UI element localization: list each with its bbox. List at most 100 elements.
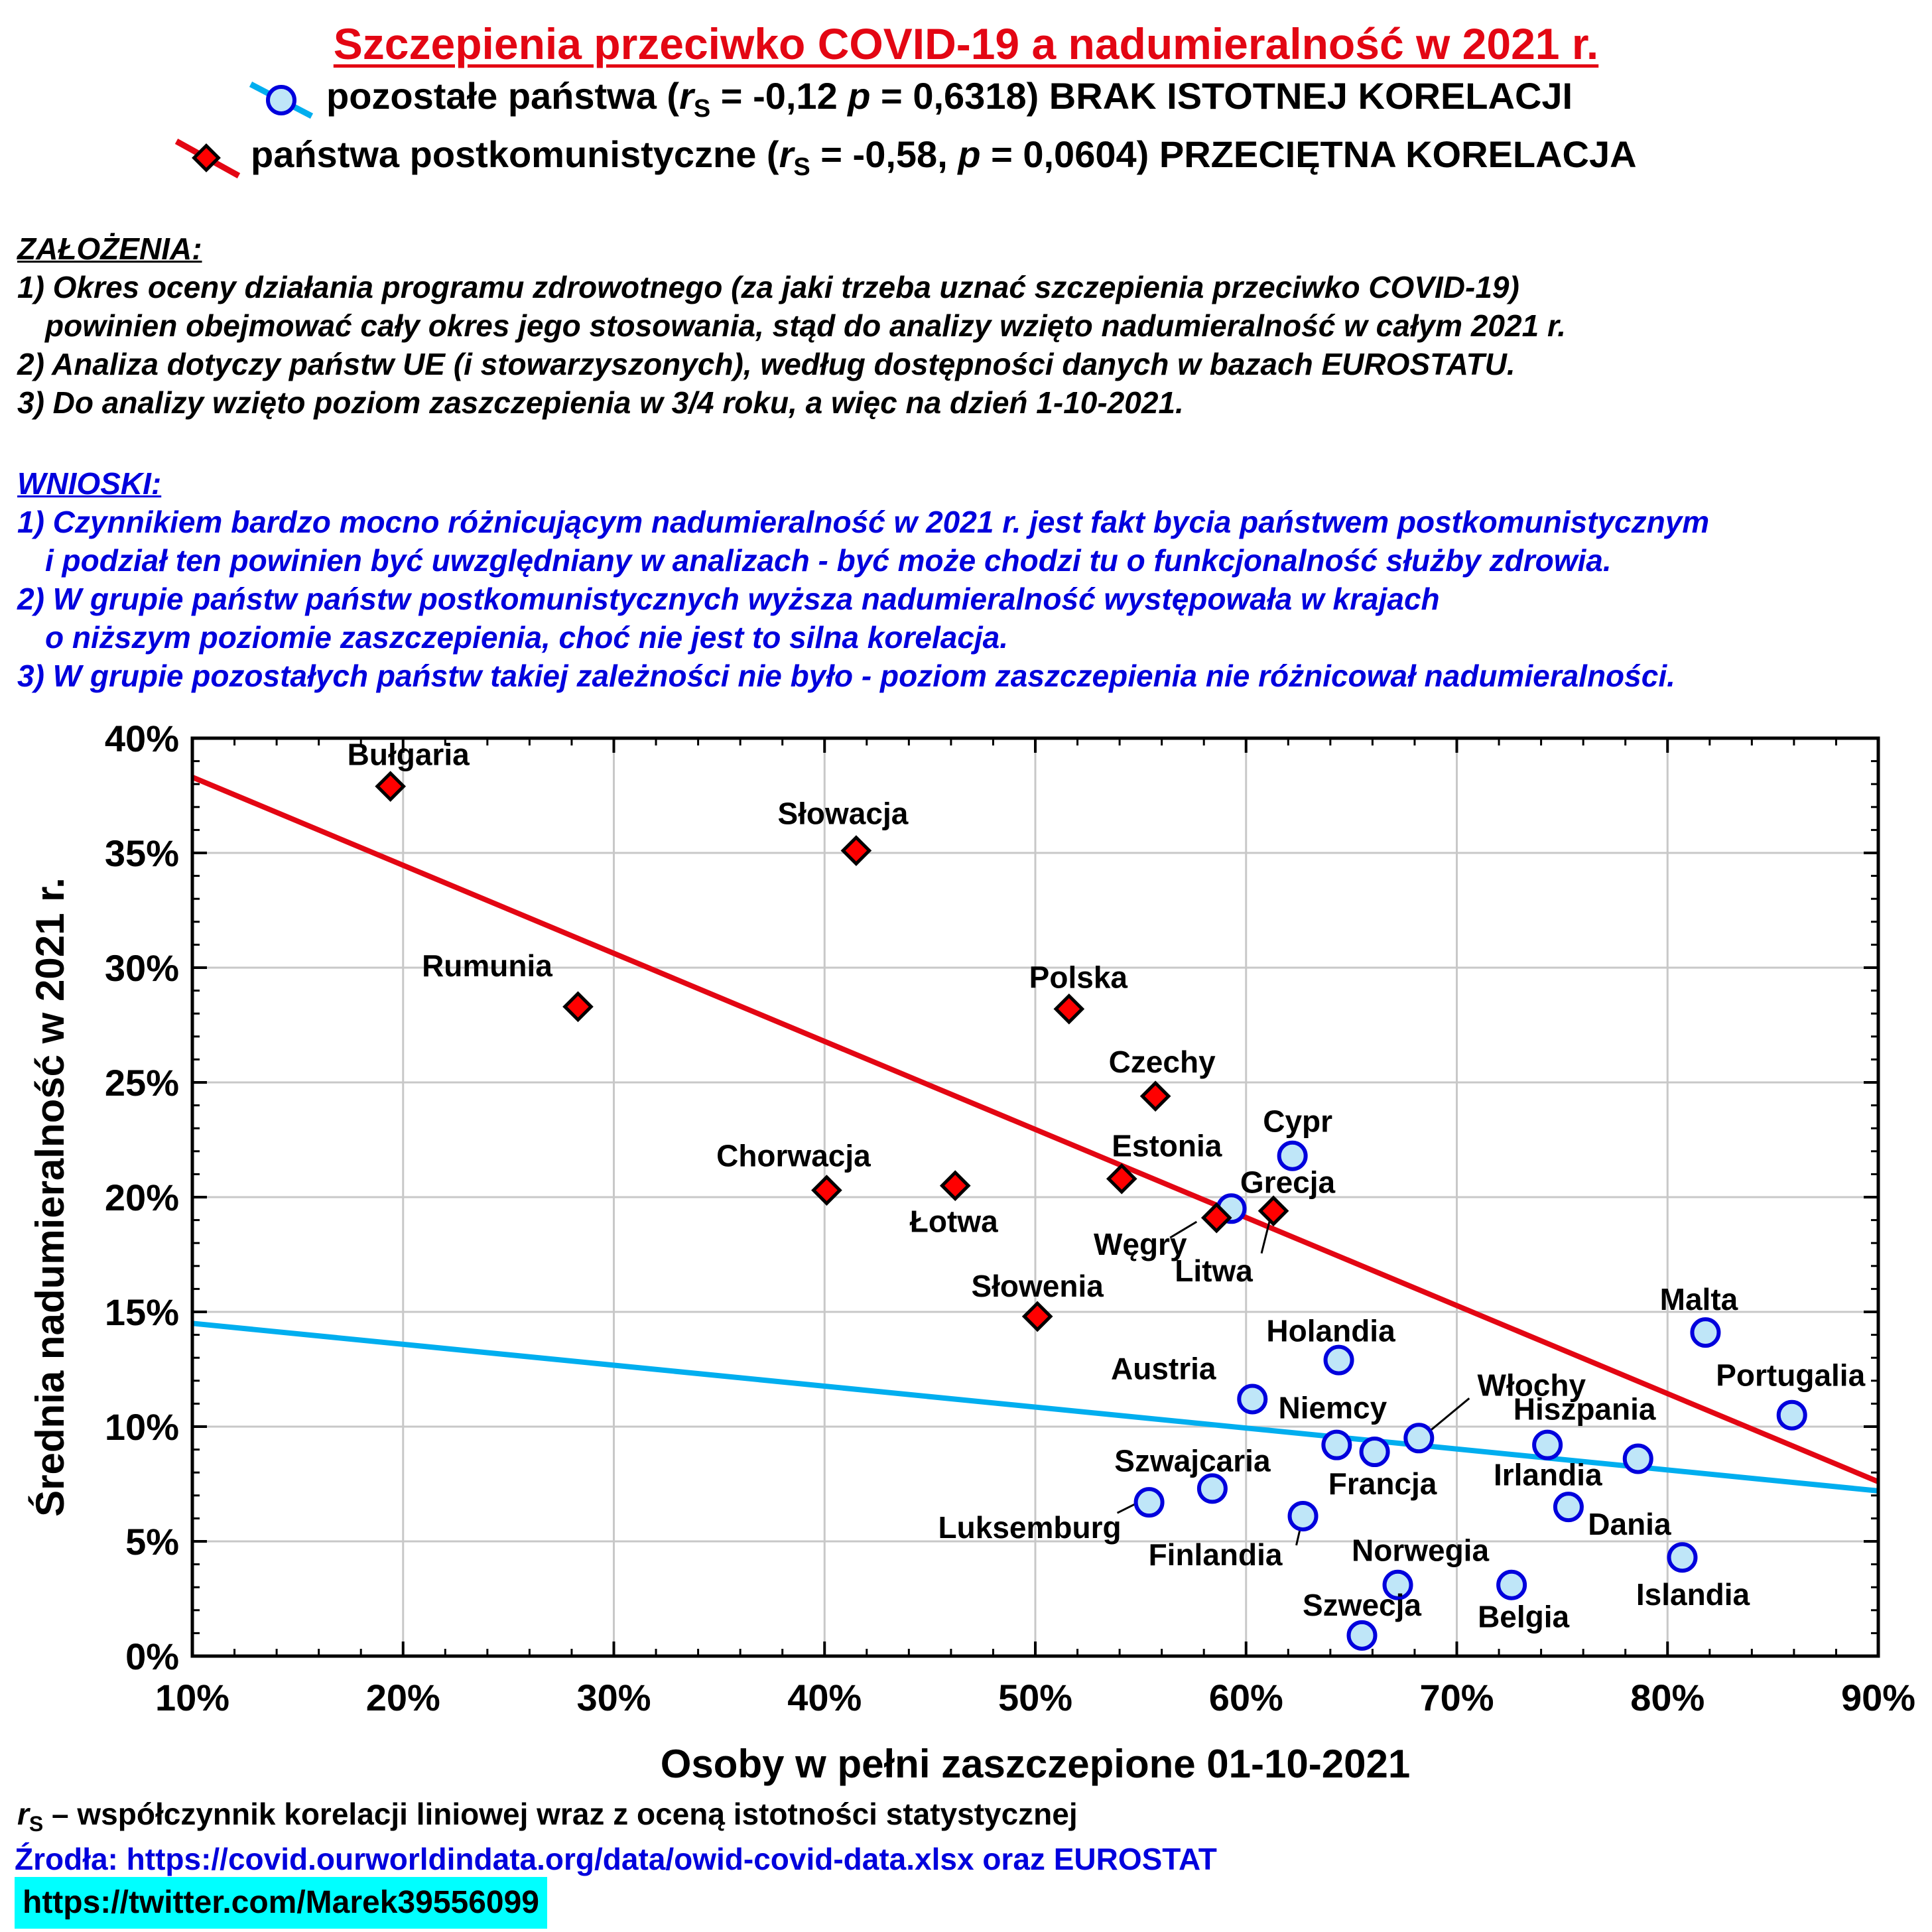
footnote-rs: rS – współczynnik korelacji liniowej wra… bbox=[17, 1797, 1078, 1836]
leader-luksemburg bbox=[1116, 1502, 1137, 1514]
point-słowacja bbox=[840, 835, 872, 866]
assumption-line: 2) Analiza dotyczy państw UE (i stowarzy… bbox=[17, 347, 1515, 381]
point-dania bbox=[1553, 1492, 1584, 1523]
point-finlandia bbox=[1287, 1500, 1319, 1531]
y-tick-label: 30% bbox=[105, 947, 179, 989]
assumptions-heading: ZAŁOŻENIA: bbox=[17, 231, 202, 266]
y-tick-label: 40% bbox=[105, 718, 179, 759]
point-węgry bbox=[1200, 1202, 1232, 1234]
y-tick-label: 10% bbox=[105, 1406, 179, 1448]
y-tick-label: 35% bbox=[105, 832, 179, 874]
label-hiszpania: Hiszpania bbox=[1513, 1392, 1656, 1427]
conclusion-line: 2) W grupie państw państw postkomunistyc… bbox=[17, 582, 1440, 616]
legend-diamond-marker bbox=[174, 139, 241, 178]
conclusion-line: o niższym poziomie zaszczepienia, choć n… bbox=[45, 620, 1009, 655]
point-włochy bbox=[1403, 1423, 1435, 1454]
chart-title: Szczepienia przeciwko COVID-19 a nadumie… bbox=[333, 19, 1599, 68]
point-belgia bbox=[1496, 1569, 1527, 1600]
plot-frame bbox=[190, 736, 1880, 1658]
chart-grid bbox=[192, 738, 1878, 1656]
assumption-line: 1) Okres oceny działania programu zdrowo… bbox=[17, 270, 1519, 304]
label-litwa: Litwa bbox=[1175, 1254, 1253, 1288]
point-portugalia bbox=[1776, 1399, 1807, 1431]
label-włochy: Włochy bbox=[1478, 1368, 1586, 1402]
label-portugalia: Portugalia bbox=[1716, 1358, 1865, 1393]
data-points bbox=[375, 771, 1807, 1651]
label-belgia: Belgia bbox=[1478, 1600, 1569, 1634]
point-rumunia bbox=[562, 991, 594, 1023]
label-łotwa: Łotwa bbox=[910, 1204, 998, 1239]
y-tick-label: 20% bbox=[105, 1177, 179, 1218]
label-polska: Polska bbox=[1029, 960, 1128, 994]
trend-line-postcommunist bbox=[191, 775, 1880, 1484]
x-tick-label: 50% bbox=[998, 1677, 1072, 1718]
label-holandia: Holandia bbox=[1266, 1314, 1395, 1348]
x-tick-label: 20% bbox=[366, 1677, 440, 1718]
point-luksemburg bbox=[1133, 1487, 1165, 1518]
point-estonia bbox=[1106, 1163, 1137, 1194]
point-austria bbox=[1237, 1384, 1268, 1415]
point-norwegia bbox=[1382, 1569, 1413, 1600]
y-tick-label: 25% bbox=[105, 1062, 179, 1104]
label-finlandia: Finlandia bbox=[1149, 1537, 1283, 1572]
point-irlandia bbox=[1622, 1443, 1653, 1474]
leader-litwa bbox=[1260, 1221, 1271, 1254]
point-szwajcaria bbox=[1196, 1473, 1228, 1504]
label-szwajcaria: Szwajcaria bbox=[1114, 1443, 1271, 1478]
label-niemcy: Niemcy bbox=[1279, 1391, 1387, 1425]
point-bułgaria bbox=[375, 771, 407, 802]
twitter-link[interactable]: https://twitter.com/Marek39556099 bbox=[15, 1877, 547, 1929]
label-luksemburg: Luksemburg bbox=[938, 1510, 1122, 1545]
x-tick-label: 40% bbox=[787, 1677, 862, 1718]
y-tick-label: 0% bbox=[125, 1636, 179, 1677]
label-słowacja: Słowacja bbox=[777, 797, 908, 831]
x-tick-label: 60% bbox=[1209, 1677, 1283, 1718]
point-islandia bbox=[1667, 1542, 1698, 1573]
label-leader-lines bbox=[1116, 1220, 1470, 1546]
conclusion-line: 3) W grupie pozostałych państw takiej za… bbox=[17, 659, 1675, 693]
leader-węgry bbox=[1169, 1220, 1198, 1239]
point-niemcy bbox=[1321, 1429, 1352, 1460]
trend-lines bbox=[191, 775, 1880, 1494]
point-czechy bbox=[1139, 1080, 1171, 1112]
point-labels: Cypr Grecja Malta Holandia Portugalia Austria… bbox=[348, 738, 1866, 1634]
y-tick-label: 15% bbox=[105, 1291, 179, 1333]
conclusions-block: WNIOSKI: 1) Czynnikiem bardzo mocno różn… bbox=[17, 464, 1709, 695]
label-grecja: Grecja bbox=[1240, 1165, 1336, 1199]
conclusion-line: i podział ten powinien być uwzględniany … bbox=[45, 543, 1612, 578]
conclusions-heading: WNIOSKI: bbox=[17, 466, 162, 501]
y-tick-label: 5% bbox=[125, 1521, 179, 1563]
assumption-line: powinien obejmować cały okres jego stoso… bbox=[45, 308, 1567, 343]
label-cypr: Cypr bbox=[1263, 1104, 1332, 1139]
axis-tick-labels: 10% 20% 30% 40% 50% 60% 70% 80% 90% 0% 5% 10% 15% 20%… bbox=[105, 718, 1915, 1718]
point-szwecja bbox=[1346, 1620, 1378, 1651]
label-szwecja: Szwecja bbox=[1303, 1588, 1421, 1622]
label-islandia: Islandia bbox=[1636, 1577, 1750, 1612]
point-malta bbox=[1690, 1317, 1721, 1348]
sources-link[interactable]: Źrodła: https://covid.ourworldindata.org… bbox=[15, 1842, 1217, 1876]
legend-circle-marker bbox=[249, 82, 314, 119]
point-francja bbox=[1359, 1437, 1390, 1468]
point-polska bbox=[1053, 993, 1085, 1025]
label-rumunia: Rumunia bbox=[422, 948, 552, 983]
trend-line-other bbox=[192, 1320, 1879, 1494]
label-dania: Dania bbox=[1588, 1507, 1671, 1541]
x-tick-label: 30% bbox=[576, 1677, 651, 1718]
point-cypr bbox=[1277, 1140, 1308, 1171]
x-tick-label: 10% bbox=[155, 1677, 229, 1718]
x-tick-label: 70% bbox=[1419, 1677, 1494, 1718]
x-axis-title: Osoby w pełni zaszczepione 01-10-2021 bbox=[661, 1742, 1410, 1786]
label-francja: Francja bbox=[1328, 1466, 1437, 1501]
point-słowenia bbox=[1021, 1301, 1053, 1332]
point-hiszpania bbox=[1532, 1429, 1563, 1460]
label-chorwacja: Chorwacja bbox=[716, 1139, 871, 1173]
label-irlandia: Irlandia bbox=[1494, 1457, 1602, 1492]
label-czechy: Czechy bbox=[1109, 1045, 1216, 1079]
label-austria: Austria bbox=[1111, 1351, 1216, 1385]
assumptions-block: ZAŁOŻENIA: 1) Okres oceny działania prog… bbox=[17, 229, 1566, 422]
legend-item-postcommunist: państwa postkomunistyczne (rS = -0,58, p… bbox=[251, 133, 1637, 182]
point-holandia bbox=[1323, 1344, 1354, 1376]
legend-item-other-countries: pozostałe państwa (rS = -0,12 p = 0,6318… bbox=[326, 75, 1573, 123]
x-tick-label: 80% bbox=[1630, 1677, 1705, 1718]
